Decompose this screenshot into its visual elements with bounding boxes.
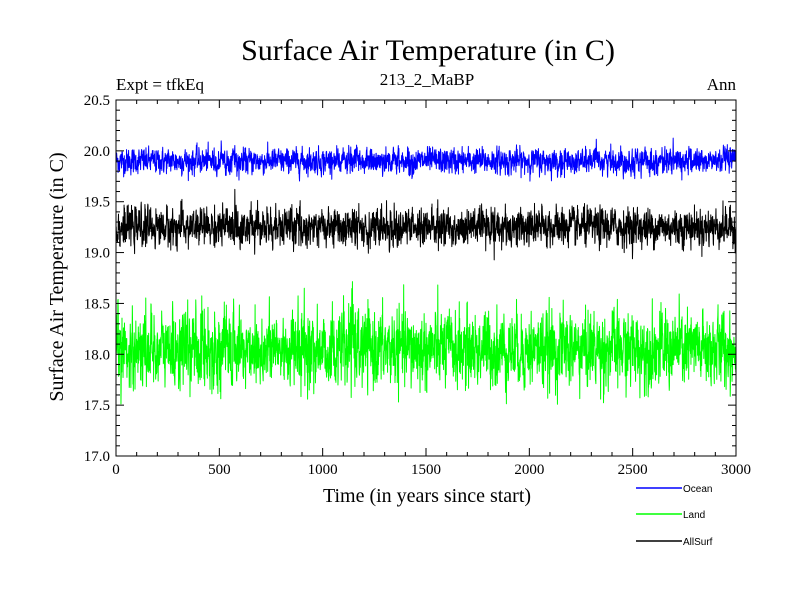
series-layer (115, 137, 737, 405)
y-tick-label: 20.0 (84, 144, 110, 160)
y-tick-label: 20.5 (84, 93, 110, 109)
axes-layer: 0 500 1000 1500 2000 2500 3000 17.0 17.5 18.0 18.5… (84, 93, 751, 478)
x-tick-label: 3000 (721, 462, 751, 478)
legend-label-allsurf: AllSurf (683, 537, 713, 548)
x-tick-label: 1500 (411, 462, 441, 478)
y-tick-label: 19.5 (84, 195, 110, 211)
x-tick-label: 2500 (618, 462, 648, 478)
y-tick-label: 18.0 (84, 347, 110, 363)
run-label: 213_2_MaBP (380, 70, 474, 89)
series-line-land (115, 281, 737, 405)
legend-label-land: Land (683, 510, 705, 521)
x-axis-label: Time (in years since start) (323, 485, 531, 507)
chart-title: Surface Air Temperature (in C) (241, 34, 615, 67)
y-axis-label: Surface Air Temperature (in C) (46, 152, 68, 401)
y-tick-label: 17.5 (84, 398, 110, 414)
experiment-label: Expt = tfkEq (116, 75, 204, 94)
plot-area (116, 100, 736, 456)
y-tick-label: 17.0 (84, 449, 110, 465)
season-label: Ann (707, 75, 737, 94)
legend: Ocean Land AllSurf (636, 484, 713, 548)
x-tick-label: 500 (208, 462, 231, 478)
x-tick-label: 0 (112, 462, 120, 478)
plot-background (116, 100, 736, 456)
legend-label-ocean: Ocean (683, 484, 712, 495)
x-tick-label: 2000 (514, 462, 544, 478)
y-tick-label: 18.5 (84, 296, 110, 312)
x-tick-label: 1000 (308, 462, 338, 478)
y-tick-label: 19.0 (84, 246, 110, 262)
series-line-ocean (115, 137, 737, 182)
series-line-allsurf (115, 188, 737, 261)
